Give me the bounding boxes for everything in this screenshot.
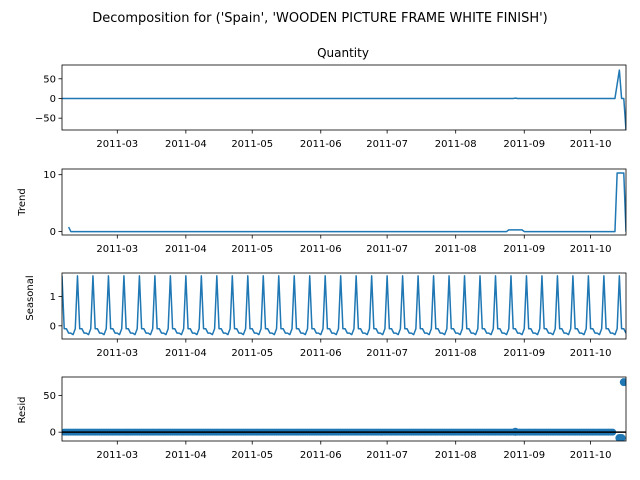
x-tick-label: 2011-09	[503, 348, 545, 359]
x-tick-label: 2011-10	[570, 450, 612, 461]
y-tick-label: 0	[50, 227, 56, 238]
y-tick-label: 10	[43, 170, 56, 181]
axes-frame	[61, 168, 627, 236]
x-tick-label: 2011-07	[366, 139, 408, 150]
observed-panel-title: Quantity	[317, 46, 369, 60]
x-tick-label: 2011-06	[300, 139, 342, 150]
y-tick-label: −50	[35, 114, 56, 125]
seasonal-ylabel: Seasonal	[25, 275, 36, 320]
y-tick-label: 0	[50, 94, 56, 105]
x-tick-label: 2011-09	[503, 139, 545, 150]
plot-area	[62, 69, 626, 130]
trend-line	[67, 172, 626, 233]
resid-ylabel: Resid	[17, 397, 28, 424]
axes-frame	[61, 272, 627, 340]
x-tick-label: 2011-04	[165, 244, 207, 255]
x-tick-label: 2011-06	[300, 348, 342, 359]
axes-frame	[61, 376, 627, 442]
x-tick-label: 2011-10	[570, 139, 612, 150]
x-tick-label: 2011-03	[96, 348, 138, 359]
y-tick-label: 50	[43, 391, 56, 402]
x-tick-label: 2011-08	[435, 450, 477, 461]
x-tick-label: 2011-10	[570, 244, 612, 255]
x-tick-label: 2011-07	[366, 348, 408, 359]
x-tick-label: 2011-05	[231, 244, 273, 255]
x-tick-label: 2011-07	[366, 450, 408, 461]
x-tick-label: 2011-07	[366, 244, 408, 255]
x-tick-label: 2011-09	[503, 244, 545, 255]
x-tick-label: 2011-08	[435, 139, 477, 150]
x-tick-label: 2011-04	[165, 450, 207, 461]
x-tick-label: 2011-05	[231, 348, 273, 359]
x-tick-label: 2011-03	[96, 450, 138, 461]
resid-point	[619, 378, 626, 387]
plot-area	[62, 378, 626, 441]
observed-line	[62, 69, 626, 130]
observed-panel: −50 0 50 2011-03 2011-04 2011-05 2011-06 2011-0…	[35, 64, 627, 150]
x-tick-label: 2011-04	[165, 348, 207, 359]
x-tick-label: 2011-06	[300, 244, 342, 255]
trend-ylabel: Trend	[17, 188, 28, 216]
axes-frame	[61, 64, 627, 131]
seasonal-panel: 0 1 2011-03 2011-04 2011-05 2011-06 2011-07 201…	[50, 272, 627, 359]
x-tick-label: 2011-09	[503, 450, 545, 461]
plot-area	[67, 172, 626, 233]
x-tick-label: 2011-08	[435, 348, 477, 359]
resid-panel: 0 50 2011-03 2011-04 2011-05 2011-06 2011-07 20…	[43, 376, 627, 461]
y-tick-label: 1	[50, 292, 56, 303]
x-tick-label: 2011-03	[96, 244, 138, 255]
figure-title: Decomposition for ('Spain', 'WOODEN PICT…	[92, 11, 548, 26]
y-tick-label: 50	[43, 74, 56, 85]
x-tick-label: 2011-08	[435, 244, 477, 255]
x-tick-label: 2011-10	[570, 348, 612, 359]
seasonal-line	[62, 275, 626, 336]
y-tick-label: 0	[50, 321, 56, 332]
x-tick-label: 2011-03	[96, 139, 138, 150]
trend-panel: 0 10 2011-03 2011-04 2011-05 2011-06 2011-07 20…	[43, 168, 627, 255]
x-tick-label: 2011-05	[231, 139, 273, 150]
x-tick-label: 2011-05	[231, 450, 273, 461]
resid-point	[617, 434, 626, 441]
x-tick-label: 2011-06	[300, 450, 342, 461]
y-tick-label: 0	[50, 428, 56, 439]
plot-area	[62, 275, 626, 336]
x-tick-label: 2011-04	[165, 139, 207, 150]
